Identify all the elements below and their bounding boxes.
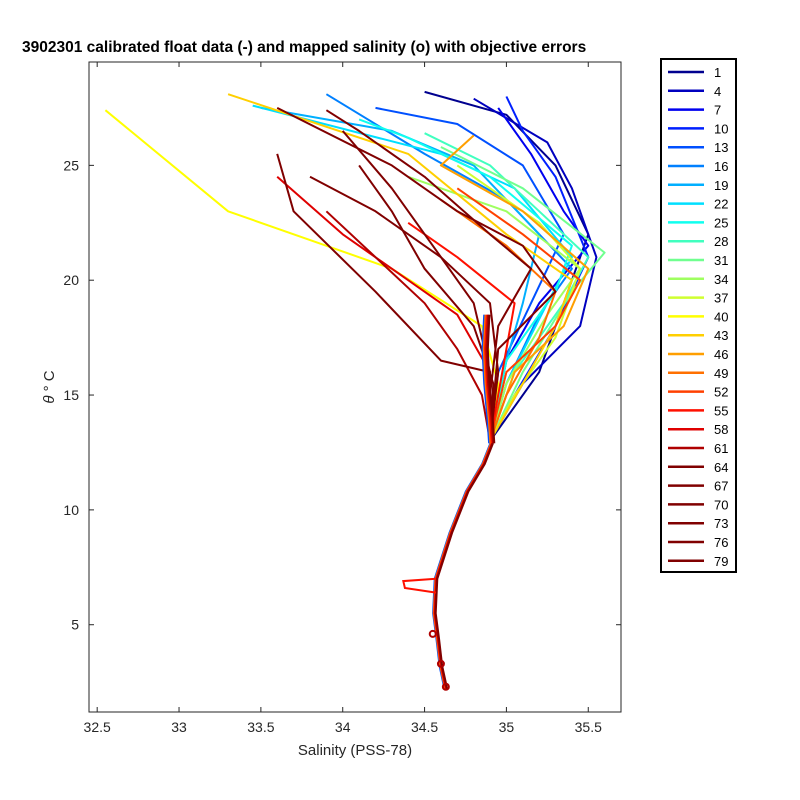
legend-label-34: 34: [714, 272, 728, 287]
series-line-46: [439, 134, 590, 442]
legend-label-52: 52: [714, 385, 728, 400]
y-axis-label-text: θ ° C: [41, 370, 58, 403]
x-tick-label-6: 35.5: [575, 719, 602, 735]
legend-label-25: 25: [714, 215, 728, 230]
series-line-34: [407, 175, 582, 442]
legend-label-13: 13: [714, 140, 728, 155]
series-line-43: [227, 93, 573, 442]
y-axis-label-unit: ° C: [41, 370, 58, 391]
y-axis-ticks: 5 10 15 20 25: [63, 157, 621, 633]
legend-label-55: 55: [714, 403, 728, 418]
plot-area: 32.5 33 33.5 34 34.5 35 35.5 5 10 15 20 25: [63, 61, 622, 735]
mapped-salinity-marker-2: [441, 682, 450, 691]
mid-profile-line-1: [482, 314, 492, 444]
plot-background: [89, 62, 621, 712]
plot-frame: [88, 61, 622, 713]
x-tick-label-1: 33: [171, 719, 187, 735]
legend-label-37: 37: [714, 291, 728, 306]
legend-label-70: 70: [714, 497, 728, 512]
mid-profile-line-4: [486, 314, 496, 444]
legend-label-64: 64: [714, 460, 728, 475]
mid-profile-line-0: [481, 314, 491, 444]
legend-label-10: 10: [714, 121, 728, 136]
x-axis-ticks: 32.5 33 33.5 34 34.5 35 35.5: [84, 62, 602, 735]
y-axis-label: θ ° C: [41, 370, 58, 403]
legend-label-58: 58: [714, 422, 728, 437]
x-axis-label: Salinity (PSS-78): [298, 742, 412, 759]
x-tick-label-0: 32.5: [84, 719, 111, 735]
legend-label-46: 46: [714, 347, 728, 362]
y-tick-label-1: 10: [63, 502, 79, 518]
series-line-70: [358, 164, 495, 442]
deep-profile-layer: [402, 314, 496, 691]
legend-label-43: 43: [714, 328, 728, 343]
legend-label-28: 28: [714, 234, 728, 249]
x-tick-label-4: 34.5: [411, 719, 438, 735]
series-line-67: [309, 175, 500, 442]
y-tick-label-0: 5: [71, 617, 79, 633]
x-tick-label-5: 35: [499, 719, 515, 735]
series-line-52: [456, 187, 582, 442]
excursion-line: [402, 577, 437, 594]
legend-label-76: 76: [714, 535, 728, 550]
series-line-76: [276, 107, 557, 442]
legend-label-22: 22: [714, 197, 728, 212]
legend-label-7: 7: [714, 103, 721, 118]
y-axis-label-symbol: θ: [41, 395, 58, 403]
series-line-79: [325, 109, 532, 441]
y-tick-label-3: 20: [63, 272, 79, 288]
legend-label-49: 49: [714, 366, 728, 381]
legend-label-73: 73: [714, 516, 728, 531]
legend-label-4: 4: [714, 84, 721, 99]
series-line-25: [358, 118, 573, 442]
x-tick-label-2: 33.5: [247, 719, 274, 735]
legend: 1 4 7 10 13 16 19 22 25 28 31 34 37 40 43 46 49 52 55 58 61 6…: [660, 58, 737, 573]
y-tick-label-2: 15: [63, 387, 79, 403]
legend-label-31: 31: [714, 253, 728, 268]
chart-title: 3902301 calibrated float data (-) and ma…: [22, 39, 586, 56]
mapped-salinity-marker-1: [436, 659, 445, 668]
y-tick-label-4: 25: [63, 157, 79, 173]
mapped-salinity-marker-0: [428, 629, 437, 638]
legend-label-16: 16: [714, 159, 728, 174]
series-line-40: [104, 109, 500, 442]
legend-label-67: 67: [714, 479, 728, 494]
legend-label-19: 19: [714, 178, 728, 193]
series-layer: [104, 90, 606, 442]
series-line-55: [407, 221, 516, 442]
x-tick-label-3: 34: [335, 719, 351, 735]
legend-label-40: 40: [714, 309, 728, 324]
series-line-31: [440, 146, 606, 442]
legend-label-79: 79: [714, 554, 728, 569]
legend-label-1: 1: [714, 65, 721, 80]
mid-profile-line-3: [485, 314, 494, 444]
mid-profile-line-2: [484, 314, 493, 444]
deep-profile-line-4: [434, 442, 494, 690]
legend-label-61: 61: [714, 441, 728, 456]
series-line-61: [325, 210, 491, 442]
